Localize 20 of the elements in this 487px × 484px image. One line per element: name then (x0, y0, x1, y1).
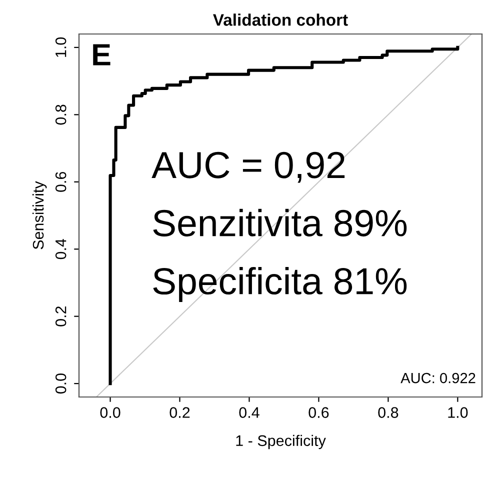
y-tick-label: 0.0 (55, 374, 66, 394)
y-tick-label: 0.6 (55, 172, 66, 192)
y-tick-label: 1.0 (55, 37, 66, 57)
y-tick-label: 0.8 (55, 104, 66, 125)
chart-title: Validation cohort (213, 14, 348, 26)
annotation: Senzitivita 89% (153, 208, 407, 236)
x-tick-label: 1.0 (448, 407, 468, 418)
annotation: AUC: 0.922 (400, 372, 476, 384)
x-tick-label: 0.4 (239, 407, 260, 418)
x-tick-label: 0.8 (378, 407, 398, 418)
y-tick-label: 0.2 (55, 306, 66, 326)
x-tick-label: 0.2 (170, 407, 190, 418)
x-tick-label: 0.0 (100, 407, 120, 418)
y-tick-label: 0.4 (55, 238, 66, 260)
annotation: E (93, 44, 110, 66)
annotation: Specificita 81% (153, 266, 407, 302)
x-tick-label: 0.6 (308, 407, 329, 418)
x-axis-title: 1 - Specificity (236, 434, 326, 450)
y-axis-title: Sensitivity (32, 181, 47, 250)
annotation: AUC = 0,92 (152, 152, 345, 183)
